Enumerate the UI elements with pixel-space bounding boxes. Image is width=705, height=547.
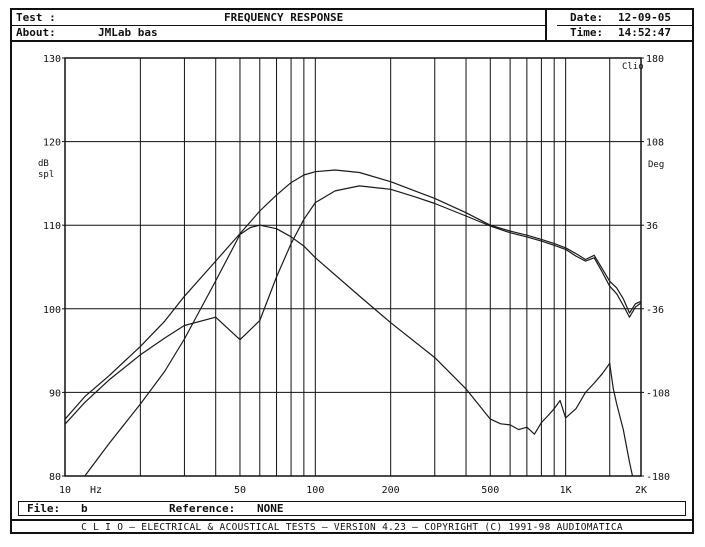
x-tick-label: 200 [382,485,400,496]
x-tick-label: 500 [481,485,499,496]
curves [64,169,642,477]
y2label: Deg [648,160,664,170]
time-value: 14:52:47 [618,26,671,39]
date-label: Date: [570,11,604,24]
ylabel-spl: spl [38,170,54,180]
y2-tick-label: 108 [646,138,664,149]
header-separator [545,10,547,40]
series-line-1 [64,169,642,420]
y-tick-label: 80 [49,472,61,483]
corner-label: Clio [622,62,644,72]
window-frame: Test : FREQUENCY RESPONSE About: JMLab b… [10,8,694,534]
grid [65,57,642,477]
y2-tick-label: -36 [646,305,664,316]
x-tick-label: 100 [306,485,324,496]
y2-tick-label: 36 [646,221,658,232]
y-tick-label: 110 [43,221,61,232]
axis-labels: 10 50 100 200 500 1K 2K 80 90 100 110 120 130 -180 -10… [43,54,670,496]
y-tick-label: 130 [43,54,61,65]
y2-tick-label: -180 [646,472,670,483]
footer-bar: C L I O – ELECTRICAL & ACOUSTICAL TESTS … [12,519,692,534]
x-tick-label: 10 [59,485,71,496]
file-bar: File: b Reference: NONE [18,501,686,516]
y-tick-label: 90 [49,388,61,399]
page-title: FREQUENCY RESPONSE [224,11,344,24]
header-divider-right [557,25,692,26]
y-tick-label: 100 [43,305,61,316]
series-line-3 [84,224,634,477]
y-tick-label: 120 [43,138,61,149]
test-label: Test : [16,11,56,24]
x-tick-label: 1K [560,485,572,496]
reference-label: Reference: [169,502,236,515]
x-tick-label: 50 [234,485,246,496]
x-unit-label: Hz [90,485,102,496]
file-label: File: [27,502,61,515]
x-tick-label: 2K [635,485,647,496]
header-bar: Test : FREQUENCY RESPONSE About: JMLab b… [12,10,692,42]
about-value: JMLab bas [98,26,158,39]
y2-tick-label: 180 [646,54,664,65]
reference-value: NONE [257,502,284,515]
about-label: About: [16,26,56,39]
file-value: b [81,502,88,515]
plot-border [64,57,642,477]
series-line-2 [64,185,642,425]
date-value: 12-09-05 [618,11,671,24]
header-divider [12,25,545,26]
ylabel-db: dB [38,159,49,169]
y2-tick-label: -108 [646,388,670,399]
time-label: Time: [570,26,604,39]
